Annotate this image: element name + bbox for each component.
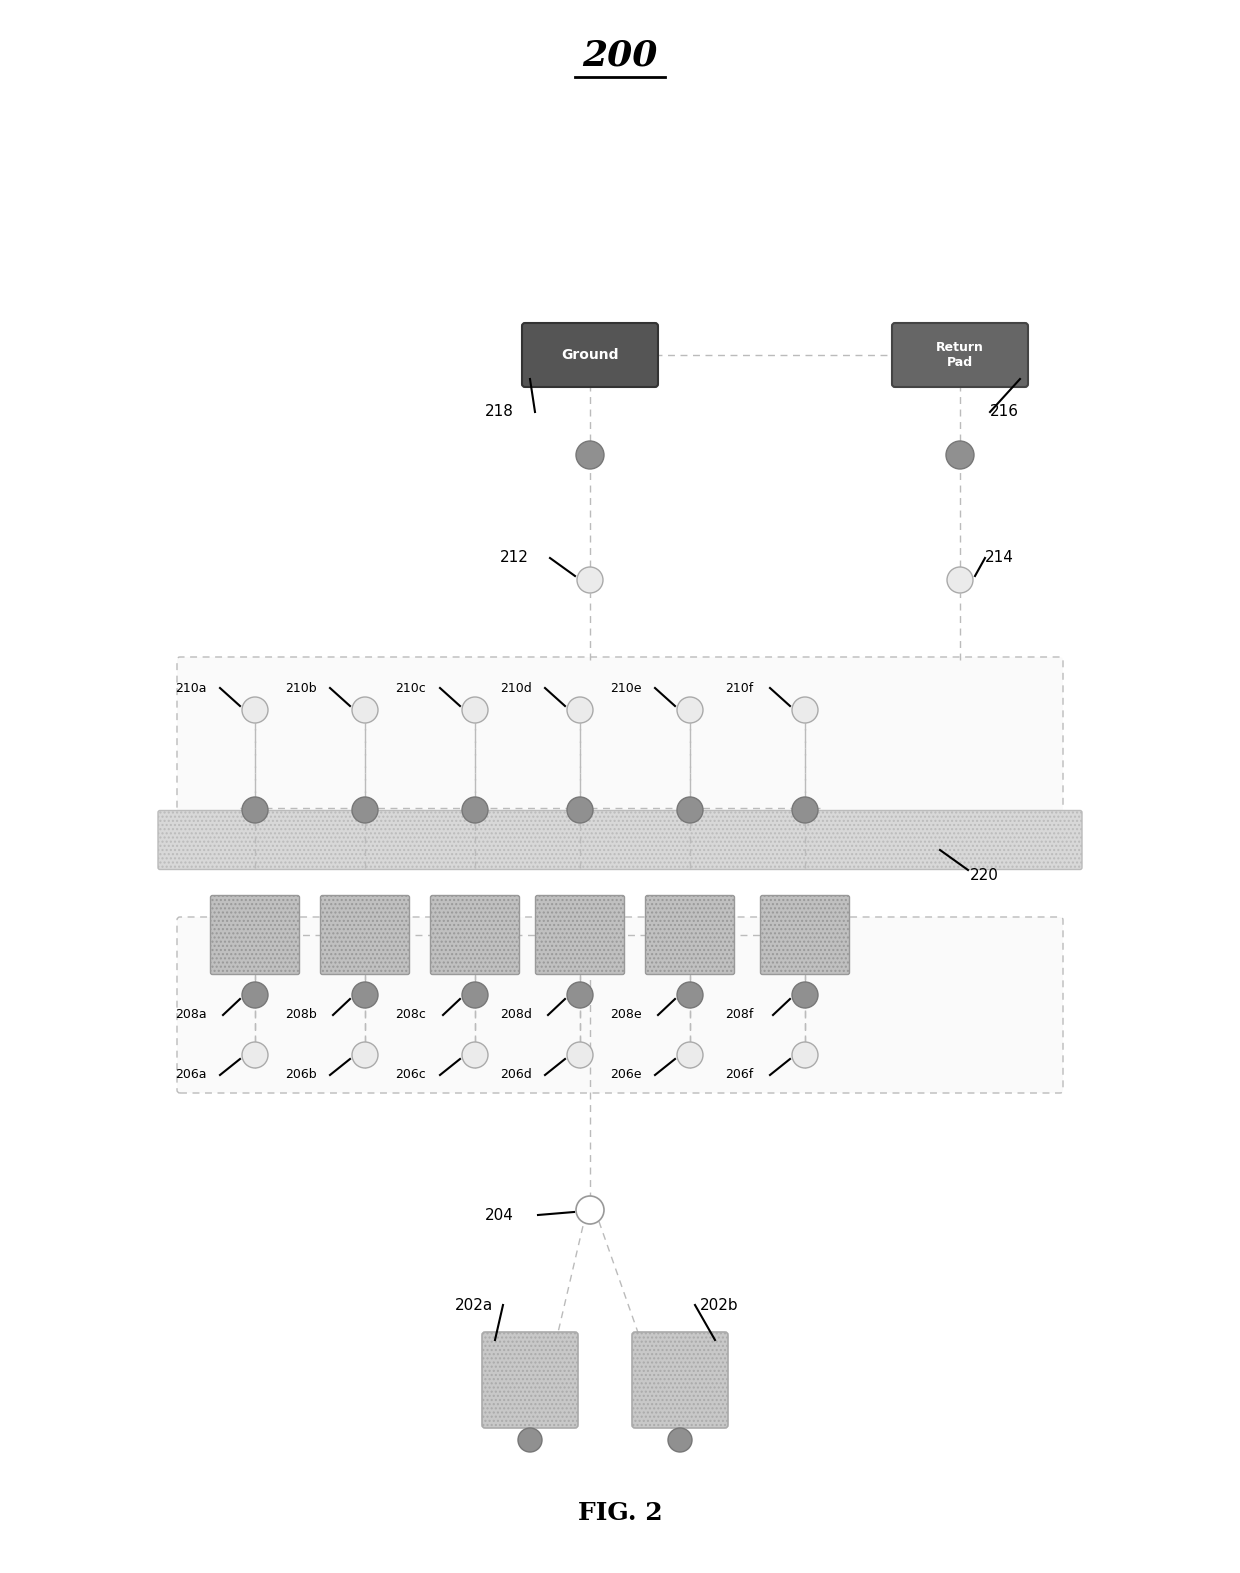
Circle shape xyxy=(677,982,703,1008)
FancyBboxPatch shape xyxy=(177,658,1063,823)
Circle shape xyxy=(567,697,593,724)
Circle shape xyxy=(242,1041,268,1068)
Text: 208d: 208d xyxy=(500,1008,532,1021)
FancyBboxPatch shape xyxy=(632,1332,728,1428)
Circle shape xyxy=(577,566,603,593)
Circle shape xyxy=(463,982,489,1008)
Text: 206e: 206e xyxy=(610,1068,641,1082)
Text: 208f: 208f xyxy=(725,1008,754,1021)
Text: 208e: 208e xyxy=(610,1008,641,1021)
Text: 220: 220 xyxy=(970,867,999,882)
Text: 206c: 206c xyxy=(396,1068,425,1082)
FancyBboxPatch shape xyxy=(760,895,849,975)
Text: 216: 216 xyxy=(990,404,1019,420)
Circle shape xyxy=(352,1041,378,1068)
Text: 202b: 202b xyxy=(701,1298,739,1312)
FancyBboxPatch shape xyxy=(536,895,625,975)
Circle shape xyxy=(946,440,973,469)
Circle shape xyxy=(242,798,268,823)
Text: 208b: 208b xyxy=(285,1008,316,1021)
Circle shape xyxy=(577,440,604,469)
Circle shape xyxy=(792,798,818,823)
Circle shape xyxy=(242,697,268,724)
Text: Ground: Ground xyxy=(562,348,619,362)
Text: 212: 212 xyxy=(500,551,529,566)
Text: 210f: 210f xyxy=(725,681,753,695)
Circle shape xyxy=(352,697,378,724)
Text: FIG. 2: FIG. 2 xyxy=(578,1501,662,1524)
Circle shape xyxy=(463,1041,489,1068)
Circle shape xyxy=(567,798,593,823)
Text: 210a: 210a xyxy=(175,681,207,695)
Circle shape xyxy=(352,798,378,823)
Text: 206f: 206f xyxy=(725,1068,753,1082)
FancyBboxPatch shape xyxy=(211,895,300,975)
FancyBboxPatch shape xyxy=(892,322,1028,387)
Text: 210c: 210c xyxy=(396,681,425,695)
FancyBboxPatch shape xyxy=(646,895,734,975)
Circle shape xyxy=(947,566,973,593)
FancyBboxPatch shape xyxy=(177,917,1063,1093)
Circle shape xyxy=(668,1428,692,1452)
Text: 214: 214 xyxy=(985,551,1014,566)
Text: 206d: 206d xyxy=(500,1068,532,1082)
Circle shape xyxy=(677,1041,703,1068)
Circle shape xyxy=(518,1428,542,1452)
Circle shape xyxy=(677,798,703,823)
Circle shape xyxy=(792,1041,818,1068)
Circle shape xyxy=(463,697,489,724)
Circle shape xyxy=(792,697,818,724)
Text: 210e: 210e xyxy=(610,681,641,695)
FancyBboxPatch shape xyxy=(157,810,1083,870)
Circle shape xyxy=(677,697,703,724)
Text: 206a: 206a xyxy=(175,1068,207,1082)
Text: 200: 200 xyxy=(583,38,657,72)
Circle shape xyxy=(352,982,378,1008)
Circle shape xyxy=(792,982,818,1008)
FancyBboxPatch shape xyxy=(482,1332,578,1428)
Circle shape xyxy=(567,982,593,1008)
Circle shape xyxy=(242,982,268,1008)
FancyBboxPatch shape xyxy=(430,895,520,975)
Text: 208c: 208c xyxy=(396,1008,425,1021)
Circle shape xyxy=(577,1195,604,1224)
Text: 218: 218 xyxy=(485,404,513,420)
Text: 204: 204 xyxy=(485,1208,513,1222)
FancyBboxPatch shape xyxy=(522,322,658,387)
Text: 210b: 210b xyxy=(285,681,316,695)
FancyBboxPatch shape xyxy=(320,895,409,975)
Circle shape xyxy=(463,798,489,823)
Text: 202a: 202a xyxy=(455,1298,494,1312)
Circle shape xyxy=(567,1041,593,1068)
Text: Return
Pad: Return Pad xyxy=(936,341,983,370)
Text: 206b: 206b xyxy=(285,1068,316,1082)
Text: 208a: 208a xyxy=(175,1008,207,1021)
Text: 210d: 210d xyxy=(500,681,532,695)
